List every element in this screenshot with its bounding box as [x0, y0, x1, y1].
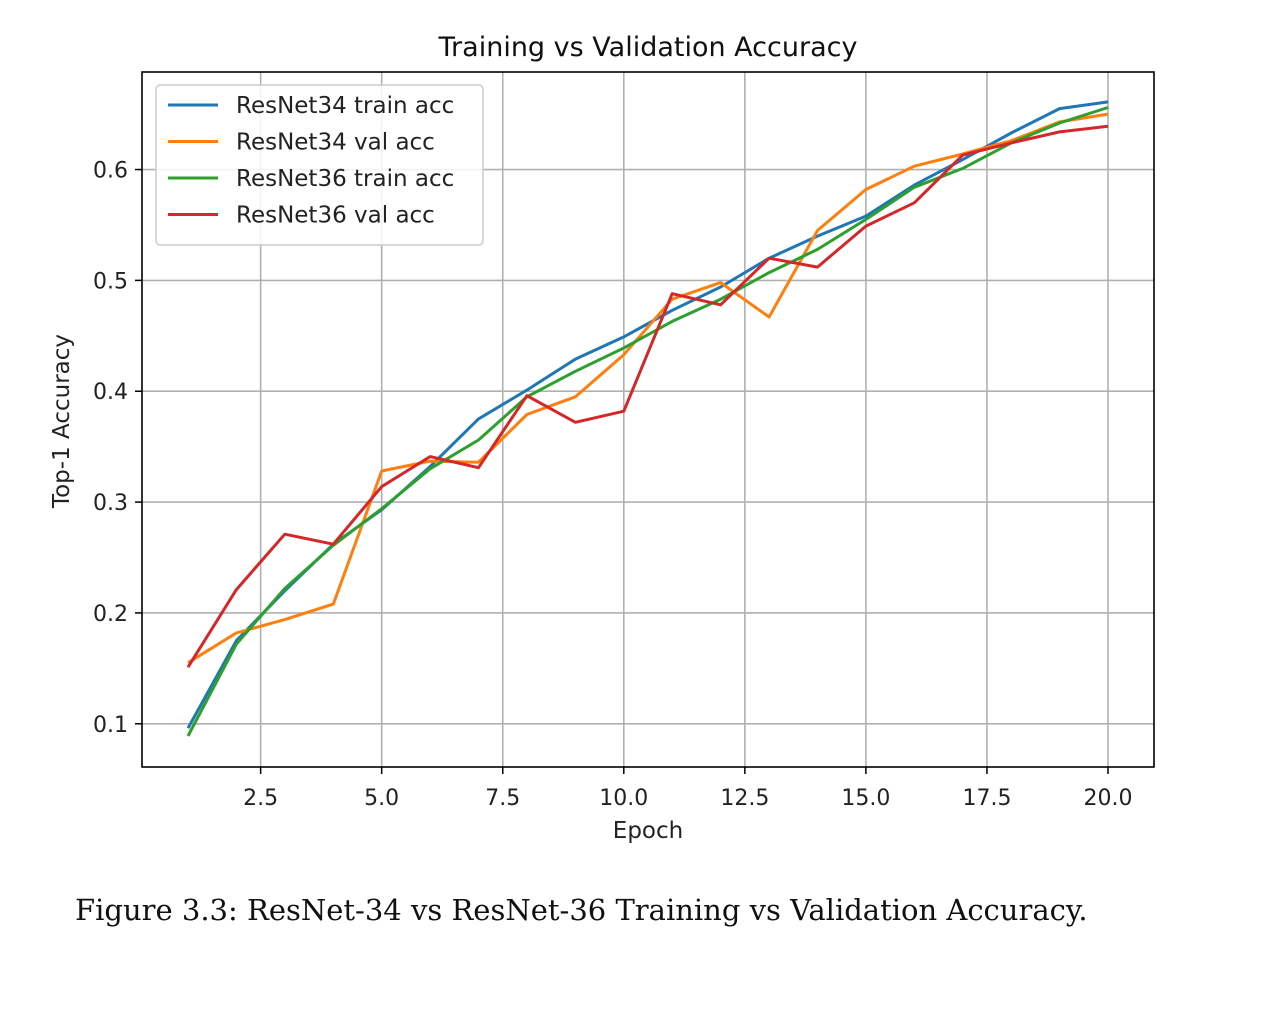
series-line-resnet36-train-acc: [186, 106, 1109, 737]
x-tick-label: 17.5: [962, 786, 1011, 811]
legend-box: [155, 84, 484, 246]
plot-frame: [141, 71, 1155, 768]
y-tick-label: 0.5: [93, 269, 128, 294]
x-tick-label: 5.0: [364, 786, 399, 811]
y-tick-label: 0.2: [93, 602, 128, 627]
series-line-resnet34-val-acc: [187, 112, 1109, 665]
training-accuracy-line-chart: Training vs Validation Accuracy 2.5 5.0 7.…: [49, 32, 1155, 844]
y-tick-label: 0.3: [93, 491, 128, 516]
x-tick-label: 10.0: [599, 786, 648, 811]
series-lines: [186, 100, 1109, 737]
y-axis-title: Top-1 Accuracy: [49, 334, 75, 509]
legend-label: ResNet34 val acc: [236, 130, 435, 156]
legend-label: ResNet34 train acc: [236, 93, 454, 119]
figure-caption: Figure 3.3: ResNet-34 vs ResNet-36 Train…: [75, 893, 1088, 927]
series-line-resnet36-val-acc: [186, 124, 1109, 668]
legend: ResNet34 train acc ResNet34 val acc ResNet…: [155, 84, 484, 246]
grid-lines: [142, 72, 1154, 767]
axes: 2.5 5.0 7.5 10.0 12.5 15.0 17.5 20.0 0.1 0.2 0.3 0.…: [93, 71, 1155, 811]
x-tick-label: 2.5: [243, 786, 278, 811]
legend-label: ResNet36 val acc: [236, 203, 435, 229]
chart-title: Training vs Validation Accuracy: [438, 32, 858, 63]
y-tick-label: 0.4: [93, 380, 128, 405]
x-axis-title: Epoch: [613, 818, 683, 844]
y-tick-label: 0.1: [93, 713, 128, 738]
x-tick-label: 15.0: [841, 786, 890, 811]
x-tick-label: 7.5: [485, 786, 520, 811]
x-tick-label: 12.5: [720, 786, 769, 811]
y-tick-label: 0.6: [93, 159, 128, 184]
legend-label: ResNet36 train acc: [236, 166, 454, 192]
x-tick-label: 20.0: [1084, 786, 1133, 811]
